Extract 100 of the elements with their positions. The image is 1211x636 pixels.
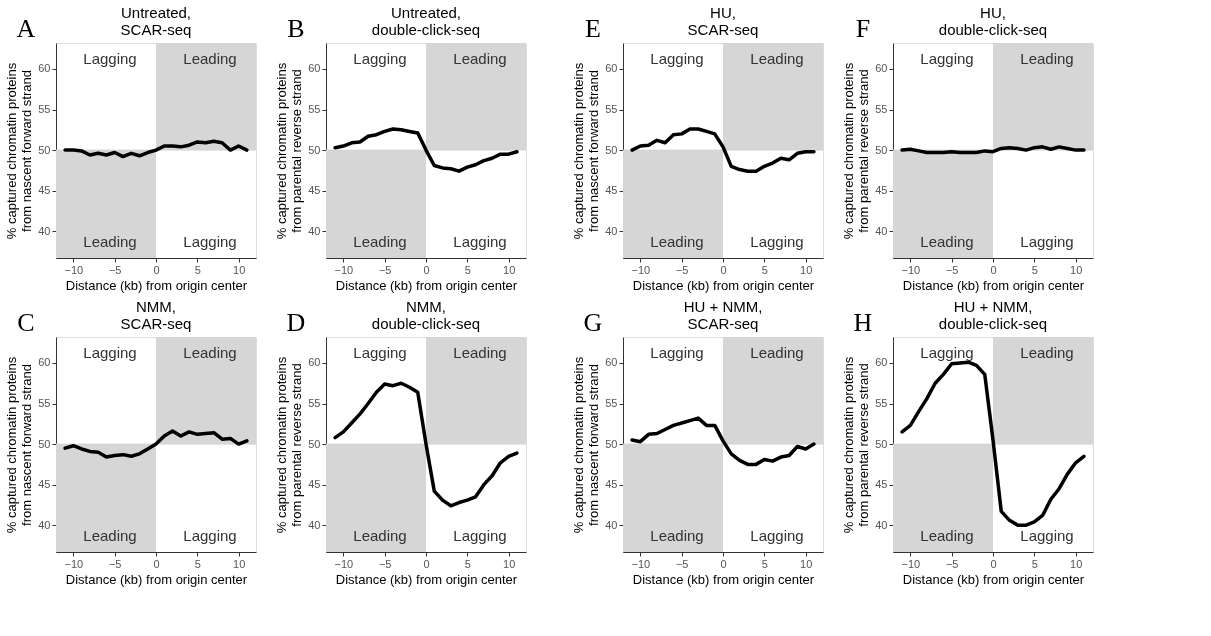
y-tick-label: 50 bbox=[875, 437, 888, 450]
x-axis-title: Distance (kb) from origin center bbox=[902, 277, 1085, 293]
y-tick-label: 50 bbox=[308, 437, 321, 450]
y-tick-label: 55 bbox=[875, 397, 888, 410]
x-tick-label: −10 bbox=[64, 557, 84, 570]
x-tick-label: 5 bbox=[761, 263, 768, 276]
x-tick-label: 5 bbox=[464, 557, 471, 570]
x-tick-label: −10 bbox=[334, 557, 354, 570]
y-tick-label: 60 bbox=[875, 62, 888, 75]
y-tick-label: 55 bbox=[308, 397, 321, 410]
y-tick-label: 40 bbox=[605, 224, 618, 237]
annotation: Lagging bbox=[1020, 233, 1074, 250]
y-axis-title: % captured chromatin proteins from parental reverse strand bbox=[841, 62, 872, 240]
y-tick-label: 55 bbox=[605, 103, 618, 116]
y-axis-title: % captured chromatin proteins from parental reverse strand bbox=[274, 62, 305, 240]
y-tick-label: 50 bbox=[605, 143, 618, 156]
y-tick-label: 40 bbox=[875, 518, 888, 531]
annotation: Lagging bbox=[1020, 527, 1074, 544]
text: E bbox=[585, 14, 601, 43]
x-axis-title: Distance (kb) from origin center bbox=[632, 277, 815, 293]
annotation: Lagging bbox=[453, 527, 507, 544]
x-tick-label: 10 bbox=[1070, 557, 1083, 570]
y-tick-label: 60 bbox=[308, 62, 321, 75]
x-tick-label: −10 bbox=[631, 263, 651, 276]
x-tick-label: −5 bbox=[378, 557, 392, 570]
y-tick-label: 60 bbox=[38, 356, 51, 369]
line-series bbox=[900, 360, 1086, 527]
annotation: Lagging bbox=[750, 233, 804, 250]
chart-title: HU, SCAR-seq bbox=[687, 4, 759, 38]
annotation: Lagging bbox=[83, 344, 137, 361]
y-tick-label: 55 bbox=[38, 103, 51, 116]
annotation: Leading bbox=[1020, 50, 1074, 67]
x-tick-label: 0 bbox=[720, 557, 727, 570]
x-tick-label: 10 bbox=[233, 557, 246, 570]
chart-title: Untreated, SCAR-seq bbox=[120, 4, 192, 38]
y-tick-label: 40 bbox=[308, 224, 321, 237]
annotation: Leading bbox=[920, 233, 974, 250]
y-tick-label: 45 bbox=[308, 184, 321, 197]
y-tick-label: 40 bbox=[38, 224, 51, 237]
chart-title: HU + NMM, SCAR-seq bbox=[683, 298, 763, 332]
y-tick-label: 45 bbox=[38, 478, 51, 491]
line-series bbox=[333, 127, 519, 173]
chart-title: HU + NMM, double-click-seq bbox=[938, 298, 1048, 332]
y-axis-title: % captured chromatin proteins from nascent forward strand bbox=[571, 356, 602, 534]
x-tick-label: 0 bbox=[423, 557, 430, 570]
annotation: Leading bbox=[650, 233, 704, 250]
annotation: Lagging bbox=[920, 344, 974, 361]
y-tick-label: 55 bbox=[875, 103, 888, 116]
x-tick-label: 5 bbox=[1031, 263, 1038, 276]
y-axis-title: % captured chromatin proteins from parental reverse strand bbox=[841, 356, 872, 534]
annotation: Leading bbox=[353, 233, 407, 250]
annotation: Leading bbox=[750, 50, 804, 67]
annotation: Leading bbox=[83, 233, 137, 250]
annotation: Leading bbox=[183, 344, 237, 361]
x-tick-label: −5 bbox=[108, 557, 122, 570]
y-tick-label: 50 bbox=[38, 143, 51, 156]
x-tick-label: −5 bbox=[945, 263, 959, 276]
chart-title: Untreated, double-click-seq bbox=[371, 4, 481, 38]
y-tick-label: 40 bbox=[875, 224, 888, 237]
x-tick-label: 0 bbox=[990, 263, 997, 276]
y-tick-label: 60 bbox=[875, 356, 888, 369]
line-series bbox=[333, 381, 519, 508]
y-axis-title: % captured chromatin proteins from nascent forward strand bbox=[4, 356, 35, 534]
x-tick-label: 0 bbox=[990, 557, 997, 570]
x-tick-label: 10 bbox=[503, 557, 516, 570]
annotation: Leading bbox=[650, 527, 704, 544]
y-tick-label: 45 bbox=[308, 478, 321, 491]
x-tick-label: −10 bbox=[901, 557, 921, 570]
chart-title: NMM, SCAR-seq bbox=[120, 298, 192, 332]
annotation: Lagging bbox=[183, 527, 237, 544]
x-tick-label: −10 bbox=[64, 263, 84, 276]
annotation: Leading bbox=[750, 344, 804, 361]
x-tick-label: 10 bbox=[233, 263, 246, 276]
y-tick-label: 60 bbox=[308, 356, 321, 369]
chart-title: NMM, double-click-seq bbox=[371, 298, 481, 332]
x-axis-title: Distance (kb) from origin center bbox=[902, 571, 1085, 587]
annotation: Lagging bbox=[353, 50, 407, 67]
y-tick-label: 45 bbox=[605, 478, 618, 491]
x-tick-label: −10 bbox=[901, 263, 921, 276]
x-axis-title: Distance (kb) from origin center bbox=[335, 571, 518, 587]
x-tick-label: 10 bbox=[503, 263, 516, 276]
y-tick-label: 50 bbox=[605, 437, 618, 450]
annotation: Lagging bbox=[353, 344, 407, 361]
x-tick-label: −5 bbox=[675, 263, 689, 276]
x-tick-label: 5 bbox=[194, 263, 201, 276]
y-axis-title: % captured chromatin proteins from nascent forward strand bbox=[571, 62, 602, 240]
y-tick-label: 60 bbox=[38, 62, 51, 75]
y-tick-label: 55 bbox=[605, 397, 618, 410]
annotation: Lagging bbox=[83, 50, 137, 67]
x-tick-label: −10 bbox=[334, 263, 354, 276]
y-tick-label: 40 bbox=[605, 518, 618, 531]
x-tick-label: 0 bbox=[153, 263, 160, 276]
x-tick-label: −5 bbox=[378, 263, 392, 276]
x-tick-label: 10 bbox=[800, 263, 813, 276]
annotation: Leading bbox=[453, 344, 507, 361]
x-tick-label: −10 bbox=[631, 557, 651, 570]
text: C bbox=[17, 308, 35, 337]
y-tick-label: 55 bbox=[308, 103, 321, 116]
annotation: Leading bbox=[1020, 344, 1074, 361]
y-tick-label: 45 bbox=[875, 478, 888, 491]
